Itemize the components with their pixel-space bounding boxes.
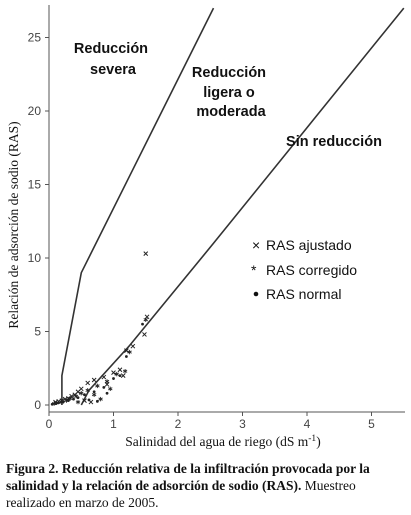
point-ras-normal	[54, 402, 57, 405]
point-ras-corregido	[85, 388, 90, 393]
legend-marker-ajustado: ×	[252, 237, 260, 253]
point-ras-corregido	[143, 317, 148, 322]
point-ras-ajustado	[124, 348, 129, 353]
point-ras-ajustado	[85, 380, 91, 386]
point-ras-normal	[72, 397, 75, 401]
point-ras-corregido	[104, 379, 110, 384]
point-ras-ajustado	[120, 373, 126, 378]
point-ras-corregido	[95, 383, 100, 389]
point-ras-normal	[105, 391, 109, 395]
point-ras-normal	[92, 390, 96, 394]
point-ras-normal	[57, 401, 61, 405]
point-ras-ajustado	[142, 332, 147, 337]
legend-label-normal: RAS normal	[266, 286, 341, 302]
x-tick-label: 5	[368, 417, 375, 431]
y-tick-label: 5	[34, 325, 41, 339]
caption-normal: Muestreo realizado en marzo de 2005.	[6, 478, 356, 510]
legend-label-corregido: RAS corregido	[266, 262, 357, 278]
chart: 0 5 10 15 20 25 0 1 2 3 4 5 Reducción severa Reducc…	[6, 5, 405, 449]
point-ras-corregido	[127, 349, 132, 355]
legend-label-ajustado: RAS ajustado	[266, 237, 352, 253]
point-ras-normal	[66, 399, 70, 402]
y-tick-label: 10	[28, 251, 42, 265]
x-tick-label: 0	[46, 417, 53, 431]
point-ras-corregido	[79, 391, 84, 396]
point-ras-ajustado	[104, 382, 110, 387]
point-ras-corregido	[98, 396, 103, 402]
y-tick-label: 20	[28, 104, 42, 118]
x-tick-label: 3	[239, 417, 246, 431]
region-label-moderate: Reducción ligera o moderada	[192, 65, 270, 120]
point-ras-normal	[83, 393, 86, 397]
caption-bold: Figura 2. Reducción relativa de la infil…	[6, 461, 370, 493]
point-ras-ajustado	[117, 367, 123, 373]
point-ras-ajustado	[143, 251, 149, 256]
point-ras-corregido	[122, 368, 128, 374]
point-ras-corregido	[91, 392, 97, 397]
x-tick-label: 1	[110, 417, 117, 431]
point-ras-corregido	[108, 386, 113, 392]
y-axis-label: Relación de adsorción de sodio (RAS)	[6, 121, 21, 328]
point-ras-corregido	[75, 399, 81, 405]
boundary-line-upper	[61, 7, 215, 405]
point-ras-ajustado	[130, 343, 136, 349]
legend: × RAS ajustado * RAS corregido RAS norma…	[251, 237, 357, 302]
x-tick-label: 4	[304, 417, 311, 431]
point-ras-ajustado	[111, 370, 116, 376]
point-ras-corregido	[68, 396, 73, 401]
point-ras-ajustado	[91, 377, 97, 383]
point-ras-normal	[50, 402, 54, 406]
point-ras-normal	[141, 322, 144, 326]
point-ras-normal	[87, 398, 91, 402]
figure-caption: Figura 2. Reducción relativa de la infil…	[6, 460, 406, 511]
point-ras-normal	[102, 385, 106, 389]
legend-marker-corregido: *	[251, 262, 257, 278]
y-tick-label: 15	[28, 178, 42, 192]
x-tick-label: 2	[175, 417, 182, 431]
point-ras-normal	[95, 399, 99, 403]
point-ras-ajustado	[82, 398, 87, 403]
boundary-line-lower	[80, 7, 405, 406]
point-ras-normal	[125, 355, 128, 358]
x-axis-label: Salinidad del agua de riego (dS m-1)	[125, 434, 320, 449]
region-label-severe: Reducción severa	[74, 41, 152, 78]
y-tick-label: 25	[28, 31, 42, 45]
point-ras-normal	[118, 374, 122, 377]
region-label-none: Sin reducción	[286, 134, 382, 150]
point-ras-normal	[76, 396, 80, 400]
point-ras-corregido	[114, 371, 119, 377]
point-ras-normal	[112, 377, 115, 380]
y-tick-label: 0	[34, 398, 41, 412]
legend-marker-normal	[253, 291, 259, 297]
point-ras-ajustado	[101, 374, 107, 380]
point-ras-normal	[61, 400, 65, 404]
